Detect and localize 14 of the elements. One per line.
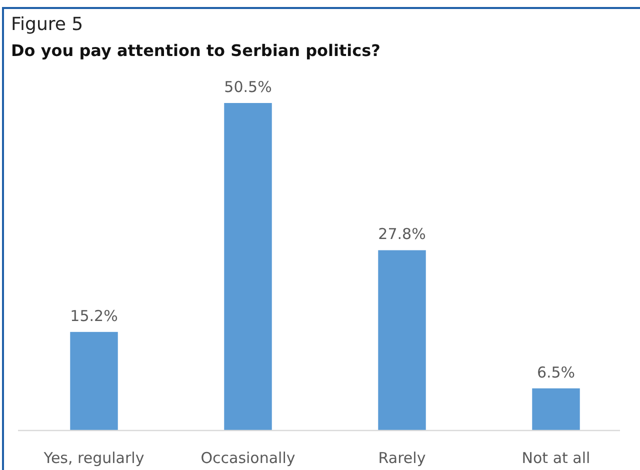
data-label: 50.5% [224,78,272,96]
data-label: 15.2% [70,306,118,325]
x-tick-label: Rarely [378,449,426,467]
bar [378,250,426,430]
data-label: 27.8% [378,225,426,244]
chart-title: Figure 5 [11,14,84,35]
x-tick-label: Occasionally [200,449,296,467]
bar [224,103,272,430]
bar [532,388,580,430]
chart-subtitle: Do you pay attention to Serbian politics? [11,41,380,60]
x-tick-label: Yes, regularly [42,449,144,467]
data-label: 6.5% [536,363,576,382]
x-tick-label: Not at all [522,449,590,467]
bar [70,332,118,430]
